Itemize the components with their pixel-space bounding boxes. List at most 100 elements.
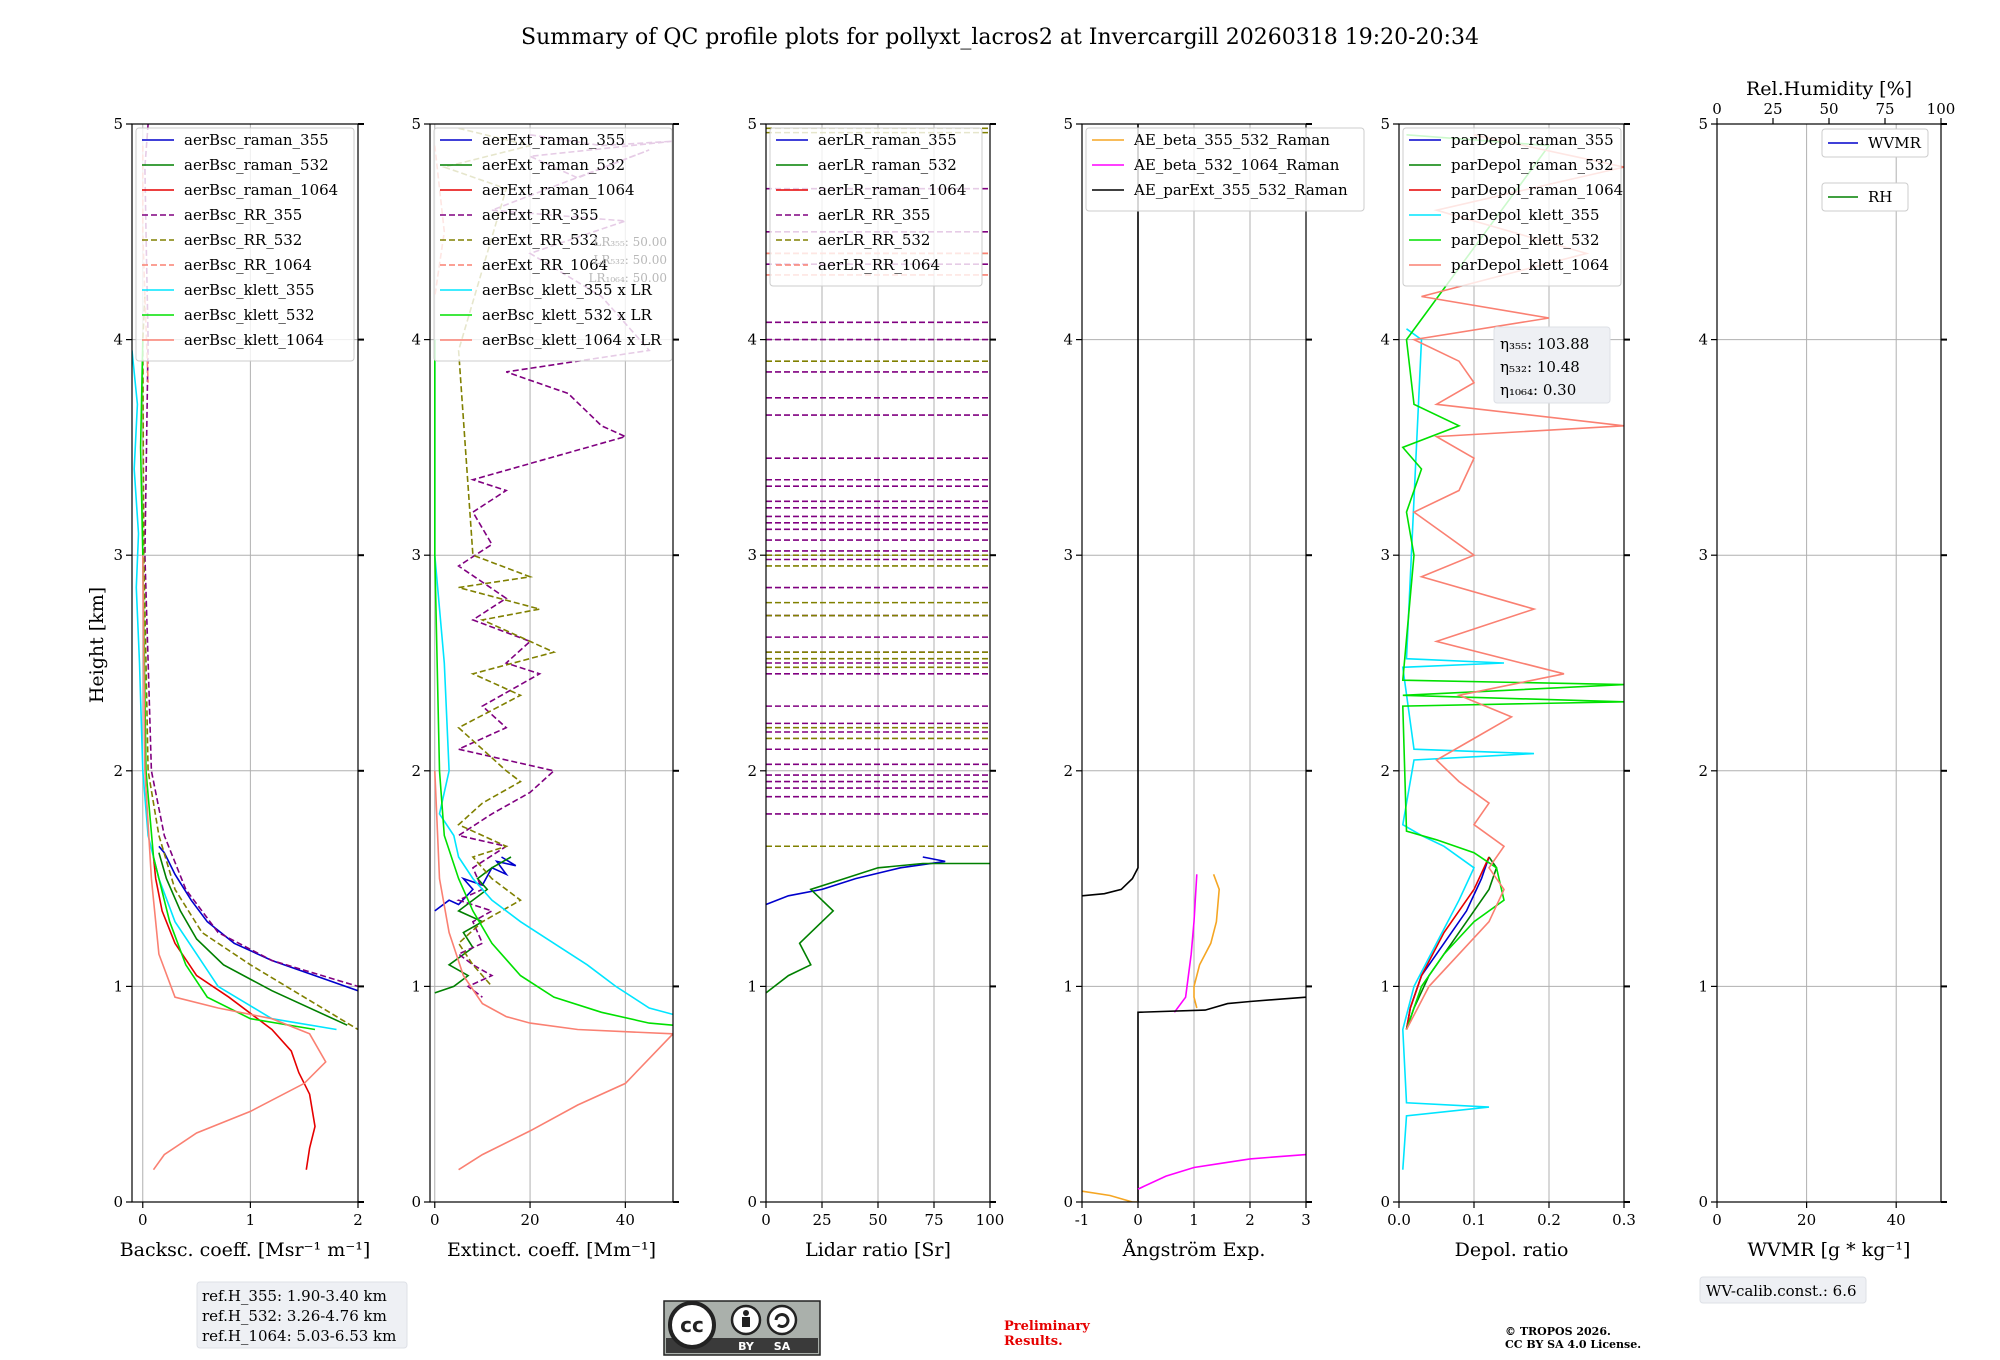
legend-label: aerLR_RR_1064 bbox=[818, 256, 940, 274]
series-AE_beta_355_532_Raman bbox=[1193, 874, 1221, 1009]
y-tick-label: 0 bbox=[1063, 1193, 1073, 1211]
x-axis-label-humidity: WVMR [g * kg⁻¹] bbox=[1748, 1239, 1911, 1261]
x-tick-label: 0 bbox=[761, 1211, 771, 1229]
y-tick-label: 3 bbox=[1698, 546, 1708, 564]
ref-height-box: ref.H_355: 1.90-3.40 km ref.H_532: 3.26-… bbox=[196, 1281, 408, 1349]
legend-label: aerBsc_raman_1064 bbox=[184, 181, 338, 199]
preliminary-line-1: Preliminary bbox=[1004, 1319, 1090, 1334]
top-x-tick-label: 50 bbox=[1819, 100, 1838, 118]
x-tick-label: 20 bbox=[1797, 1211, 1816, 1229]
series-parDepol_raman_1064 bbox=[1405, 856, 1490, 1030]
series-aerBsc_klett_532 x LR bbox=[433, 339, 673, 1026]
x-tick-label: 0.2 bbox=[1537, 1211, 1561, 1229]
series-aerExt_raman_532 bbox=[434, 856, 512, 994]
legend-label: aerLR_RR_532 bbox=[818, 231, 930, 249]
panel-depolarization: 0 1 2 3 4 5 0.0 0.1 0.2 0.3 Depol. ratio parDepol_r… bbox=[1380, 115, 1635, 1261]
panel-frame bbox=[1716, 123, 1942, 1203]
y-tick-label: 3 bbox=[411, 546, 421, 564]
x-tick-label: 0.0 bbox=[1387, 1211, 1411, 1229]
legend-label: aerLR_raman_355 bbox=[818, 131, 957, 149]
legend-backscatter: aerBsc_raman_355 aerBsc_raman_532 aerBsc_r… bbox=[135, 127, 355, 362]
ref-height-box-bg bbox=[196, 1281, 408, 1349]
series-aerLR_raman_355 bbox=[766, 856, 946, 906]
wv-calibration-box: WV-calib.const.: 6.6 bbox=[1699, 1276, 1867, 1304]
x-axis-label-extinction: Extinct. coeff. [Mm⁻¹] bbox=[447, 1239, 656, 1261]
top-x-tick-label: 0 bbox=[1712, 100, 1722, 118]
lidar-ratio-label: LR₁₀₆₄: 50.00 bbox=[589, 271, 667, 285]
y-tick-label: 5 bbox=[1380, 115, 1390, 133]
y-tick-label: 5 bbox=[113, 115, 123, 133]
eta-box bbox=[1493, 326, 1611, 404]
legend-box bbox=[1402, 127, 1622, 287]
panel-backscatter: 0 1 2 3 4 5 0 1 2 Backsc. coeff. [Msr⁻¹ m⁻¹] aerBs… bbox=[113, 115, 370, 1261]
legend-label: parDepol_raman_532 bbox=[1451, 156, 1614, 174]
x-tick-label: 2 bbox=[353, 1211, 363, 1229]
legend-box bbox=[769, 127, 983, 287]
cc-license-badge[interactable]: cc BY SA bbox=[663, 1300, 821, 1356]
x-tick-label: 1 bbox=[1189, 1211, 1199, 1229]
x-tick-label: 40 bbox=[1887, 1211, 1906, 1229]
legend-label: aerBsc_klett_355 bbox=[184, 281, 315, 299]
y-tick-label: 0 bbox=[747, 1193, 757, 1211]
legend-label: aerExt_RR_355 bbox=[482, 206, 599, 224]
y-axis-label: Height [km] bbox=[86, 587, 108, 703]
x-tick-label: 0.3 bbox=[1612, 1211, 1636, 1229]
x-tick-label: 100 bbox=[976, 1211, 1005, 1229]
legend-label: aerBsc_RR_355 bbox=[184, 206, 302, 224]
legend-label: parDepol_klett_355 bbox=[1451, 206, 1600, 224]
x-axis-label-lidar-ratio: Lidar ratio [Sr] bbox=[805, 1239, 951, 1261]
y-tick-label: 4 bbox=[411, 331, 421, 349]
panel-frame bbox=[429, 123, 674, 1203]
y-tick-label: 2 bbox=[1698, 762, 1708, 780]
wv-calibration-text: WV-calib.const.: 6.6 bbox=[1706, 1282, 1857, 1300]
y-tick-label: 3 bbox=[747, 546, 757, 564]
legend-label: aerBsc_RR_1064 bbox=[184, 256, 312, 274]
legend-label: aerExt_RR_532 bbox=[482, 231, 599, 249]
top-x-tick-label: 75 bbox=[1875, 100, 1894, 118]
panel-frame bbox=[131, 123, 359, 1203]
legend-label: aerExt_raman_1064 bbox=[482, 181, 635, 199]
y-tick-label: 4 bbox=[747, 331, 757, 349]
y-tick-label: 0 bbox=[1380, 1193, 1390, 1211]
legend-RH: RH bbox=[1821, 182, 1909, 212]
y-tick-label: 0 bbox=[1698, 1193, 1708, 1211]
series-aerBsc_klett_1064 bbox=[142, 555, 327, 1171]
series-aerBsc_klett_1064 x LR bbox=[434, 770, 673, 1171]
series-parDepol_klett_532 bbox=[1401, 134, 1624, 1030]
figure-title: Summary of QC profile plots for pollyxt_… bbox=[521, 25, 1479, 50]
legend-label: RH bbox=[1868, 188, 1892, 206]
y-tick-label: 4 bbox=[1698, 331, 1708, 349]
ref-height-355: ref.H_355: 1.90-3.40 km bbox=[202, 1287, 387, 1305]
series-group bbox=[433, 127, 673, 1171]
sa-icon-arrow bbox=[774, 1313, 790, 1328]
series-group bbox=[1082, 124, 1306, 1202]
y-tick-label: 4 bbox=[1380, 331, 1390, 349]
legend-label: aerBsc_klett_1064 bbox=[184, 331, 324, 349]
sa-label: SA bbox=[774, 1340, 791, 1353]
y-tick-label: 1 bbox=[411, 977, 421, 995]
legend-label: parDepol_klett_1064 bbox=[1451, 256, 1609, 274]
series-aerBsc_raman_532 bbox=[158, 852, 348, 1026]
by-icon-body bbox=[742, 1317, 750, 1327]
y-tick-label: 0 bbox=[411, 1193, 421, 1211]
y-tick-label: 1 bbox=[1698, 977, 1708, 995]
legend-label: AE_beta_532_1064_Raman bbox=[1133, 156, 1340, 174]
series-AE_parExt_355_532_Raman bbox=[1082, 124, 1139, 897]
x-axis-label-angstrom: Ångström Exp. bbox=[1122, 1239, 1266, 1261]
wv-calibration-bg bbox=[1699, 1276, 1867, 1304]
series-aerBsc_klett_355 x LR bbox=[433, 339, 673, 1016]
series-aerExt_raman_355 bbox=[434, 856, 517, 912]
top-x-tick-label: 100 bbox=[1927, 100, 1956, 118]
x-tick-label: 2 bbox=[1245, 1211, 1255, 1229]
y-tick-label: 3 bbox=[113, 546, 123, 564]
legend-label: aerBsc_klett_532 x LR bbox=[482, 306, 653, 324]
legend-label: AE_beta_355_532_Raman bbox=[1133, 131, 1330, 149]
panel-extinction: 0 1 2 3 4 5 0 20 40 Extinct. coeff. [Mm⁻¹] aerExt_… bbox=[411, 115, 679, 1261]
x-tick-label: -1 bbox=[1075, 1211, 1090, 1229]
legend-box bbox=[1821, 182, 1909, 212]
panel-frame bbox=[1398, 123, 1625, 1203]
legend-label: aerBsc_raman_532 bbox=[184, 156, 329, 174]
y-tick-label: 3 bbox=[1380, 546, 1390, 564]
legend-label: aerBsc_klett_1064 x LR bbox=[482, 331, 662, 349]
series-aerBsc_klett_355 bbox=[132, 350, 337, 1031]
